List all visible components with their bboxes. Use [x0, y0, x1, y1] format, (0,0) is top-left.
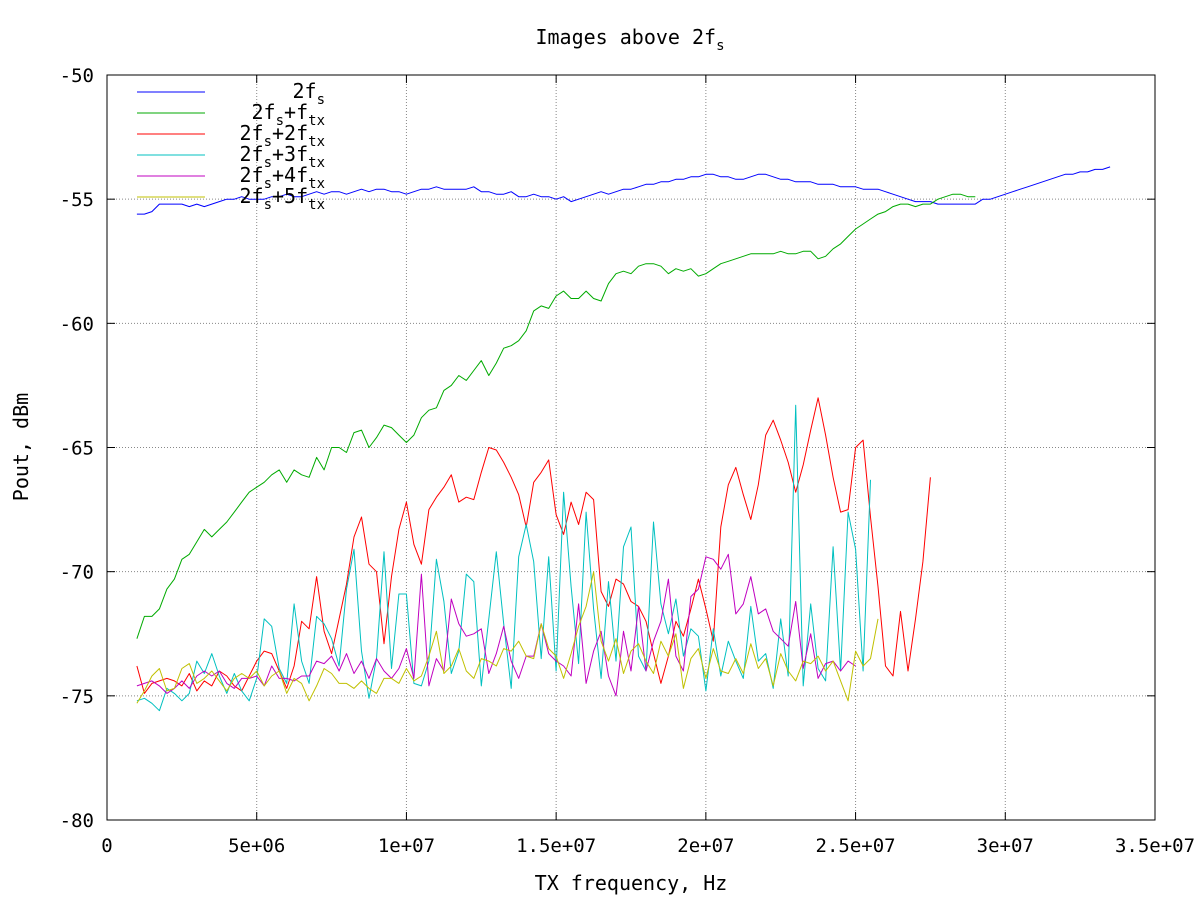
x-tick-label: 2e+07: [677, 835, 734, 857]
legend-label: 2fs+2ftx: [239, 121, 325, 150]
series-line-2fs+4ftx: [136, 553, 856, 697]
chart-title-subscript: s: [716, 38, 724, 54]
x-tick-label: 3e+07: [977, 835, 1034, 857]
legend-label: 2fs+3ftx: [239, 142, 325, 171]
x-tick-label: 2.5e+07: [816, 835, 896, 857]
y-tick-label: -75: [60, 686, 94, 708]
grid: [107, 75, 1155, 820]
series-lines: [136, 166, 1111, 712]
y-tick-labels: -50 -55 -60 -65 -70 -75 -80: [60, 65, 94, 832]
series-line-2fs+3ftx: [136, 404, 871, 712]
y-tick-label: -80: [60, 810, 94, 832]
chart-title: Images above 2fs: [535, 25, 724, 54]
y-tick-label: -65: [60, 438, 94, 460]
y-tick-label: -55: [60, 189, 94, 211]
x-tick-label: 0: [101, 835, 112, 857]
x-tick-label: 5e+06: [228, 835, 285, 857]
legend-label: 2fs+5ftx: [239, 184, 325, 213]
chart-title-base: Images above 2f: [535, 25, 716, 49]
legend-label: 2fs+4ftx: [239, 163, 325, 192]
series-line-2fs+5ftx: [136, 571, 879, 704]
y-tick-label: -70: [60, 562, 94, 584]
y-tick-label: -60: [60, 313, 94, 335]
y-tick-label: -50: [60, 65, 94, 87]
tick-marks: [106, 74, 1156, 821]
legend: 2fs2fs+ftx2fs+2ftx2fs+3ftx2fs+4ftx2fs+5f…: [137, 79, 325, 213]
series-line-2fs: [136, 166, 1111, 215]
series-line-2fs+ftx: [136, 193, 976, 639]
x-tick-label: 3.5e+07: [1115, 835, 1195, 857]
y-axis-label: Pout, dBm: [9, 393, 33, 501]
legend-label: 2fs+ftx: [252, 100, 325, 129]
x-tick-label: 1e+07: [378, 835, 435, 857]
x-tick-label: 1.5e+07: [516, 835, 596, 857]
x-tick-labels: 0 5e+06 1e+07 1.5e+07 2e+07 2.5e+07 3e+07 3.5e+…: [101, 835, 1195, 857]
legend-label: 2fs: [292, 79, 325, 108]
x-axis-label: TX frequency, Hz: [535, 871, 728, 895]
